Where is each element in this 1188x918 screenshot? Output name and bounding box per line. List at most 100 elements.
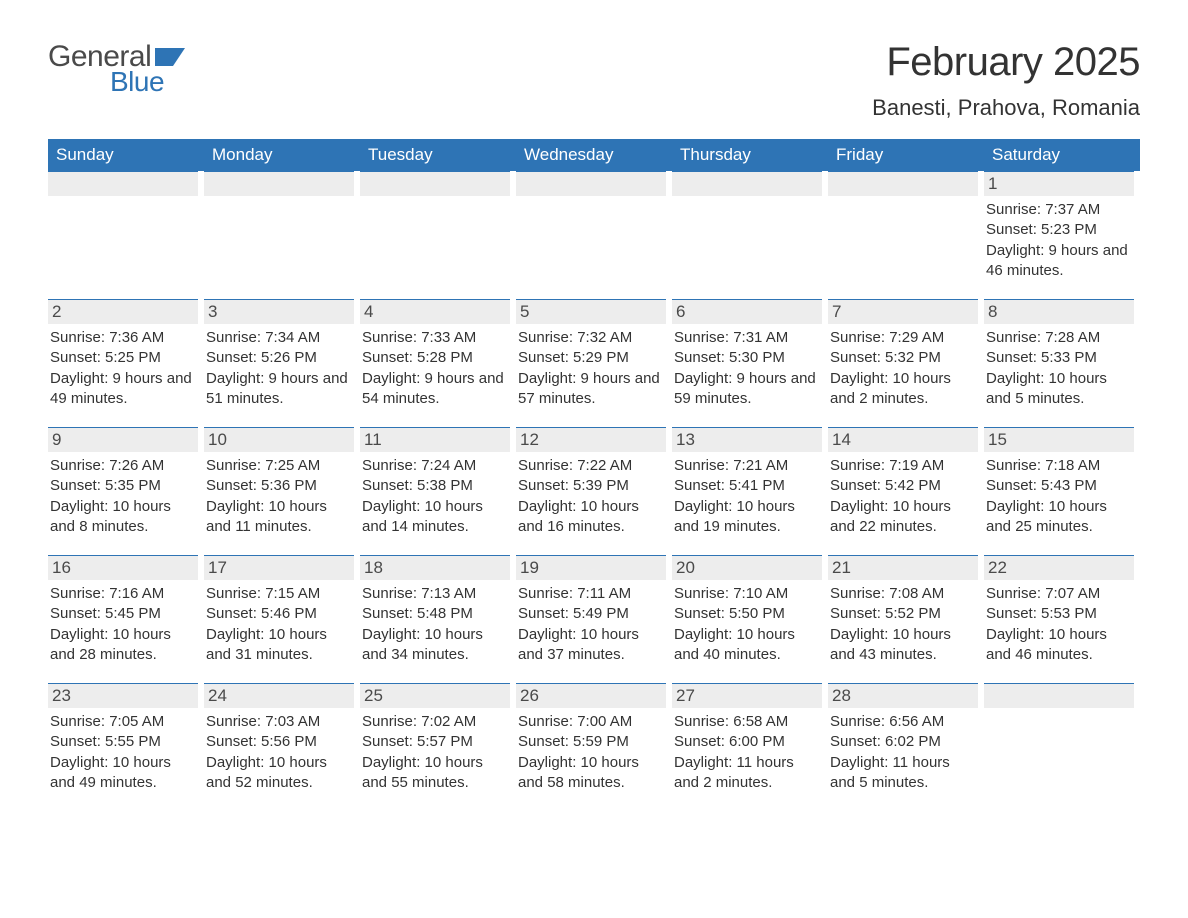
day-number: 10 (204, 427, 354, 452)
sunrise-text: Sunrise: 7:29 AM (830, 328, 978, 348)
col-header-monday: Monday (204, 139, 360, 171)
day-cell: 9Sunrise: 7:26 AMSunset: 5:35 PMDaylight… (48, 427, 204, 555)
day-cell: 26Sunrise: 7:00 AMSunset: 5:59 PMDayligh… (516, 683, 672, 811)
sunset-text: Sunset: 5:23 PM (986, 220, 1134, 240)
day-number: 20 (672, 555, 822, 580)
day-details: Sunrise: 7:25 AMSunset: 5:36 PMDaylight:… (204, 456, 354, 537)
day-details: Sunrise: 7:00 AMSunset: 5:59 PMDaylight:… (516, 712, 666, 793)
daylight-text: Daylight: 10 hours and 49 minutes. (50, 753, 198, 794)
col-header-friday: Friday (828, 139, 984, 171)
day-details: Sunrise: 7:22 AMSunset: 5:39 PMDaylight:… (516, 456, 666, 537)
daylight-text: Daylight: 10 hours and 37 minutes. (518, 625, 666, 666)
sunrise-text: Sunrise: 7:26 AM (50, 456, 198, 476)
daylight-text: Daylight: 10 hours and 55 minutes. (362, 753, 510, 794)
daylight-text: Daylight: 10 hours and 28 minutes. (50, 625, 198, 666)
sunset-text: Sunset: 5:30 PM (674, 348, 822, 368)
daylight-text: Daylight: 9 hours and 51 minutes. (206, 369, 354, 410)
sunset-text: Sunset: 5:35 PM (50, 476, 198, 496)
day-cell: 6Sunrise: 7:31 AMSunset: 5:30 PMDaylight… (672, 299, 828, 427)
daylight-text: Daylight: 10 hours and 14 minutes. (362, 497, 510, 538)
day-number (48, 171, 198, 196)
day-details: Sunrise: 7:02 AMSunset: 5:57 PMDaylight:… (360, 712, 510, 793)
day-cell (48, 171, 204, 299)
day-number (360, 171, 510, 196)
daylight-text: Daylight: 10 hours and 8 minutes. (50, 497, 198, 538)
day-cell: 1Sunrise: 7:37 AMSunset: 5:23 PMDaylight… (984, 171, 1140, 299)
day-number: 1 (984, 171, 1134, 196)
day-cell: 10 Sunrise: 7:25 AMSunset: 5:36 PMDayligh… (204, 427, 360, 555)
day-details: Sunrise: 7:08 AMSunset: 5:52 PMDaylight:… (828, 584, 978, 665)
logo: General Blue (48, 40, 185, 98)
day-cell: 5 Sunrise: 7:32 AMSunset: 5:29 PMDaylight… (516, 299, 672, 427)
week-row: 2Sunrise: 7:36 AMSunset: 5:25 PMDaylight… (48, 299, 1140, 427)
logo-text-blue: Blue (110, 66, 164, 98)
day-cell (984, 683, 1140, 811)
day-cell: 2Sunrise: 7:36 AMSunset: 5:25 PMDaylight… (48, 299, 204, 427)
daylight-text: Daylight: 9 hours and 57 minutes. (518, 369, 666, 410)
day-details: Sunrise: 7:05 AMSunset: 5:55 PMDaylight:… (48, 712, 198, 793)
day-details: Sunrise: 7:21 AMSunset: 5:41 PMDaylight:… (672, 456, 822, 537)
sunrise-text: Sunrise: 7:33 AM (362, 328, 510, 348)
col-header-wednesday: Wednesday (516, 139, 672, 171)
day-details: Sunrise: 7:19 AMSunset: 5:42 PMDaylight:… (828, 456, 978, 537)
sunset-text: Sunset: 5:42 PM (830, 476, 978, 496)
sunrise-text: Sunrise: 7:07 AM (986, 584, 1134, 604)
sunrise-text: Sunrise: 7:34 AM (206, 328, 354, 348)
day-number: 27 (672, 683, 822, 708)
sunset-text: Sunset: 5:29 PM (518, 348, 666, 368)
sunrise-text: Sunrise: 7:28 AM (986, 328, 1134, 348)
col-header-thursday: Thursday (672, 139, 828, 171)
day-number (828, 171, 978, 196)
sunrise-text: Sunrise: 7:24 AM (362, 456, 510, 476)
day-number: 6 (672, 299, 822, 324)
daylight-text: Daylight: 10 hours and 11 minutes. (206, 497, 354, 538)
week-row: 1Sunrise: 7:37 AMSunset: 5:23 PMDaylight… (48, 171, 1140, 299)
day-number: 5 (516, 299, 666, 324)
day-number (516, 171, 666, 196)
sunset-text: Sunset: 6:02 PM (830, 732, 978, 752)
sunrise-text: Sunrise: 7:22 AM (518, 456, 666, 476)
day-cell: 11Sunrise: 7:24 AMSunset: 5:38 PMDayligh… (360, 427, 516, 555)
calendar-header-row: Sunday Monday Tuesday Wednesday Thursday… (48, 139, 1140, 171)
daylight-text: Daylight: 10 hours and 16 minutes. (518, 497, 666, 538)
day-cell (516, 171, 672, 299)
day-number: 24 (204, 683, 354, 708)
day-number: 7 (828, 299, 978, 324)
day-details: Sunrise: 7:32 AMSunset: 5:29 PMDaylight:… (516, 328, 666, 409)
sunset-text: Sunset: 5:45 PM (50, 604, 198, 624)
sunrise-text: Sunrise: 7:21 AM (674, 456, 822, 476)
day-number: 14 (828, 427, 978, 452)
day-cell: 7Sunrise: 7:29 AMSunset: 5:32 PMDaylight… (828, 299, 984, 427)
sunset-text: Sunset: 5:33 PM (986, 348, 1134, 368)
day-details: Sunrise: 6:58 AMSunset: 6:00 PMDaylight:… (672, 712, 822, 793)
day-number: 2 (48, 299, 198, 324)
day-number (672, 171, 822, 196)
sunset-text: Sunset: 5:50 PM (674, 604, 822, 624)
sunrise-text: Sunrise: 7:25 AM (206, 456, 354, 476)
sunset-text: Sunset: 5:57 PM (362, 732, 510, 752)
col-header-sunday: Sunday (48, 139, 204, 171)
day-cell (204, 171, 360, 299)
sunrise-text: Sunrise: 7:02 AM (362, 712, 510, 732)
day-details: Sunrise: 7:10 AMSunset: 5:50 PMDaylight:… (672, 584, 822, 665)
sunrise-text: Sunrise: 7:32 AM (518, 328, 666, 348)
day-number: 28 (828, 683, 978, 708)
sunset-text: Sunset: 5:41 PM (674, 476, 822, 496)
sunset-text: Sunset: 5:28 PM (362, 348, 510, 368)
day-cell: 28Sunrise: 6:56 AMSunset: 6:02 PMDayligh… (828, 683, 984, 811)
sunrise-text: Sunrise: 7:19 AM (830, 456, 978, 476)
day-number: 25 (360, 683, 510, 708)
day-number: 3 (204, 299, 354, 324)
day-cell: 24Sunrise: 7:03 AMSunset: 5:56 PMDayligh… (204, 683, 360, 811)
daylight-text: Daylight: 9 hours and 59 minutes. (674, 369, 822, 410)
day-cell (828, 171, 984, 299)
daylight-text: Daylight: 10 hours and 22 minutes. (830, 497, 978, 538)
day-cell (360, 171, 516, 299)
day-cell: 25 Sunrise: 7:02 AMSunset: 5:57 PMDayligh… (360, 683, 516, 811)
daylight-text: Daylight: 9 hours and 46 minutes. (986, 241, 1134, 282)
day-details: Sunrise: 7:34 AMSunset: 5:26 PMDaylight:… (204, 328, 354, 409)
sunset-text: Sunset: 5:52 PM (830, 604, 978, 624)
sunset-text: Sunset: 5:46 PM (206, 604, 354, 624)
day-cell: 20 Sunrise: 7:10 AMSunset: 5:50 PMDayligh… (672, 555, 828, 683)
day-details: Sunrise: 7:24 AMSunset: 5:38 PMDaylight:… (360, 456, 510, 537)
